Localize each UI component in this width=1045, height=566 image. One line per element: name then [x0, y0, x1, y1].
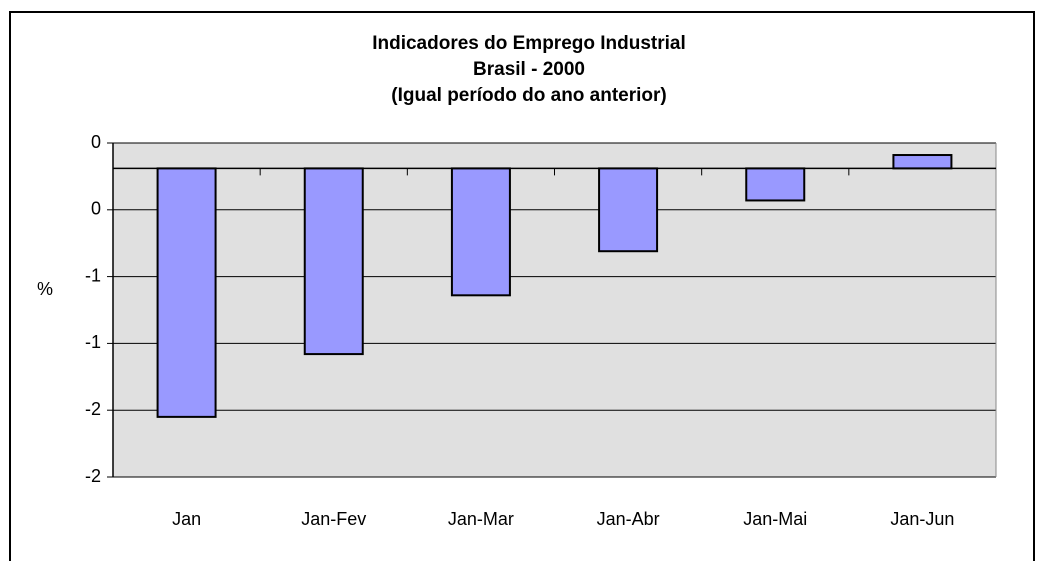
- y-tick-label: -1: [85, 265, 101, 285]
- x-tick-label: Jan: [172, 509, 201, 529]
- chart-title: Brasil - 2000: [473, 59, 585, 80]
- bar: [303, 167, 364, 356]
- x-tick-label: Jan-Mai: [743, 509, 807, 529]
- y-tick-label: -2: [85, 399, 101, 419]
- y-tick-label: -2: [85, 466, 101, 486]
- x-tick-label: Jan-Fev: [301, 509, 366, 529]
- plot-area: [113, 143, 996, 477]
- y-tick-label: -1: [85, 332, 101, 352]
- y-tick-label: 0: [91, 199, 101, 219]
- y-tick-label: 0: [91, 132, 101, 152]
- y-axis-label: %: [37, 279, 53, 299]
- bar: [156, 167, 217, 418]
- chart-title: (Igual período do ano anterior): [391, 85, 667, 106]
- bar: [598, 167, 659, 253]
- chart-title: Indicadores do Emprego Industrial: [372, 33, 686, 54]
- x-tick-label: Jan-Jun: [890, 509, 954, 529]
- x-tick-label: Jan-Mar: [448, 509, 514, 529]
- bar: [745, 167, 806, 202]
- bar: [892, 154, 953, 170]
- x-tick-label: Jan-Abr: [597, 509, 660, 529]
- chart-border: [9, 11, 1035, 561]
- bar: [450, 167, 511, 297]
